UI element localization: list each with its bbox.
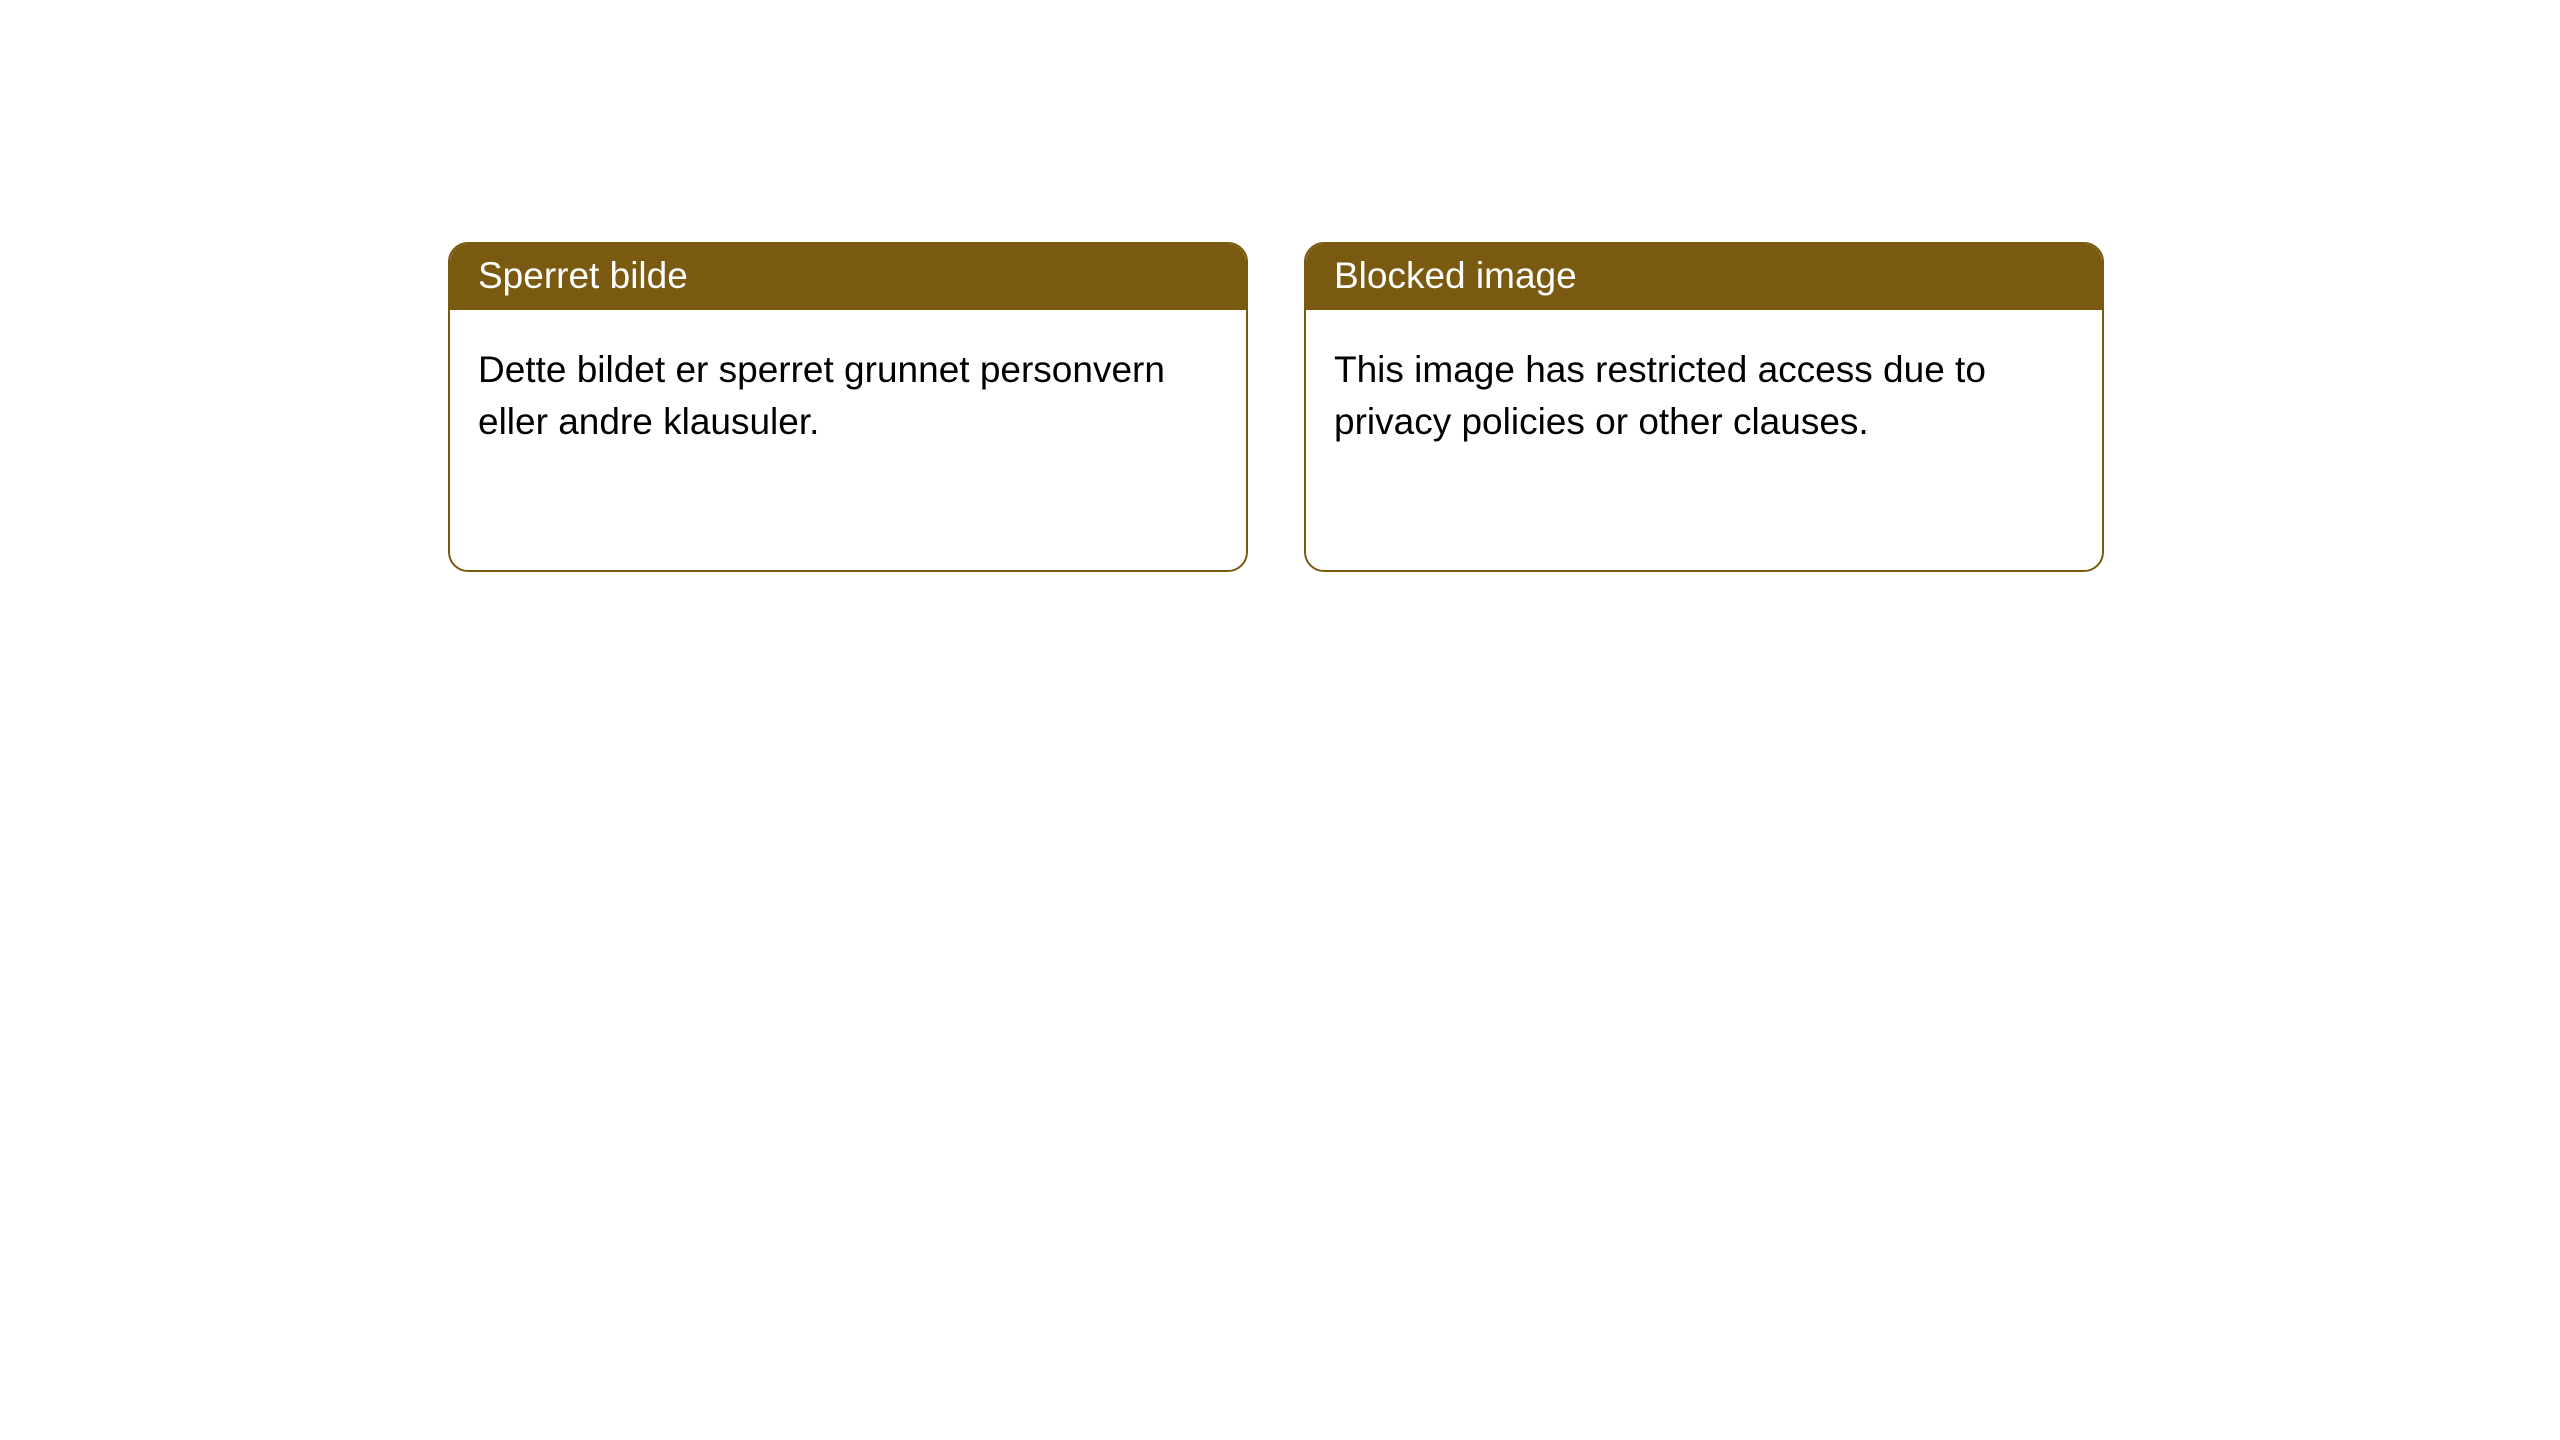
card-body-english: This image has restricted access due to …	[1306, 310, 2102, 570]
blocked-image-notice-english: Blocked image This image has restricted …	[1304, 242, 2104, 572]
notice-cards-container: Sperret bilde Dette bildet er sperret gr…	[448, 242, 2104, 572]
card-body-norwegian: Dette bildet er sperret grunnet personve…	[450, 310, 1246, 570]
blocked-image-notice-norwegian: Sperret bilde Dette bildet er sperret gr…	[448, 242, 1248, 572]
card-header-norwegian: Sperret bilde	[450, 244, 1246, 310]
card-header-english: Blocked image	[1306, 244, 2102, 310]
